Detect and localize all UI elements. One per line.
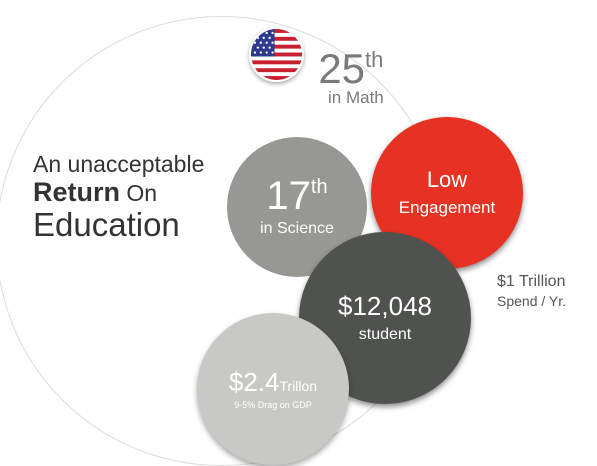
gdp-note: 9-5% Drag on GDP <box>234 400 312 410</box>
math-rank-suffix: th <box>365 47 384 72</box>
headline-line2: Return On <box>33 177 204 208</box>
engagement-circle: Low Engagement <box>371 117 523 269</box>
annual-spend: $1 Trillion Spend / Yr. <box>497 272 566 310</box>
headline-line3: Education <box>33 206 180 243</box>
gdp-amount: $2.4 <box>228 367 280 397</box>
per-student-label: student <box>358 326 412 343</box>
science-rank-suffix: th <box>310 176 328 198</box>
headline-bold-word: Return <box>33 177 120 207</box>
engagement-line2: Engagement <box>398 198 496 217</box>
science-rank-subject: in Science <box>260 220 334 237</box>
headline-line2-rest: On <box>126 180 158 206</box>
gdp-unit: Trillon <box>279 378 318 394</box>
engagement-line1: Low <box>426 167 468 192</box>
science-rank-number: 17 <box>266 174 311 218</box>
math-rank: 25th in Math <box>318 45 384 108</box>
per-student-amount: $12,048 <box>338 291 432 321</box>
headline-line1: An unacceptable <box>33 151 205 177</box>
us-flag-icon <box>249 27 304 82</box>
math-rank-subject: in Math <box>328 88 384 107</box>
headline: An unacceptable Return On Education <box>33 151 204 242</box>
annual-spend-line1: $1 Trillion <box>497 273 566 290</box>
annual-spend-line2: Spend / Yr. <box>497 293 567 309</box>
gdp-circle: $2.4 Trillon 9-5% Drag on GDP <box>197 313 349 465</box>
math-rank-number: 25 <box>318 45 366 92</box>
